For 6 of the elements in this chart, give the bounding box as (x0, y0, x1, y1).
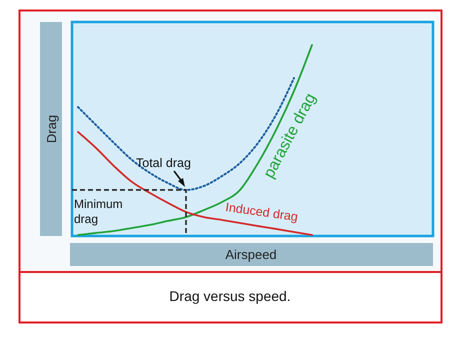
text: Induced drag (224, 200, 299, 224)
text: Drag versus speed. (169, 288, 291, 304)
ref-line-label: Minimum drag (74, 196, 123, 226)
annotation: Total drag (136, 156, 191, 170)
y-axis-title: Drag (44, 114, 59, 144)
x-axis-title: Airspeed (225, 247, 277, 262)
